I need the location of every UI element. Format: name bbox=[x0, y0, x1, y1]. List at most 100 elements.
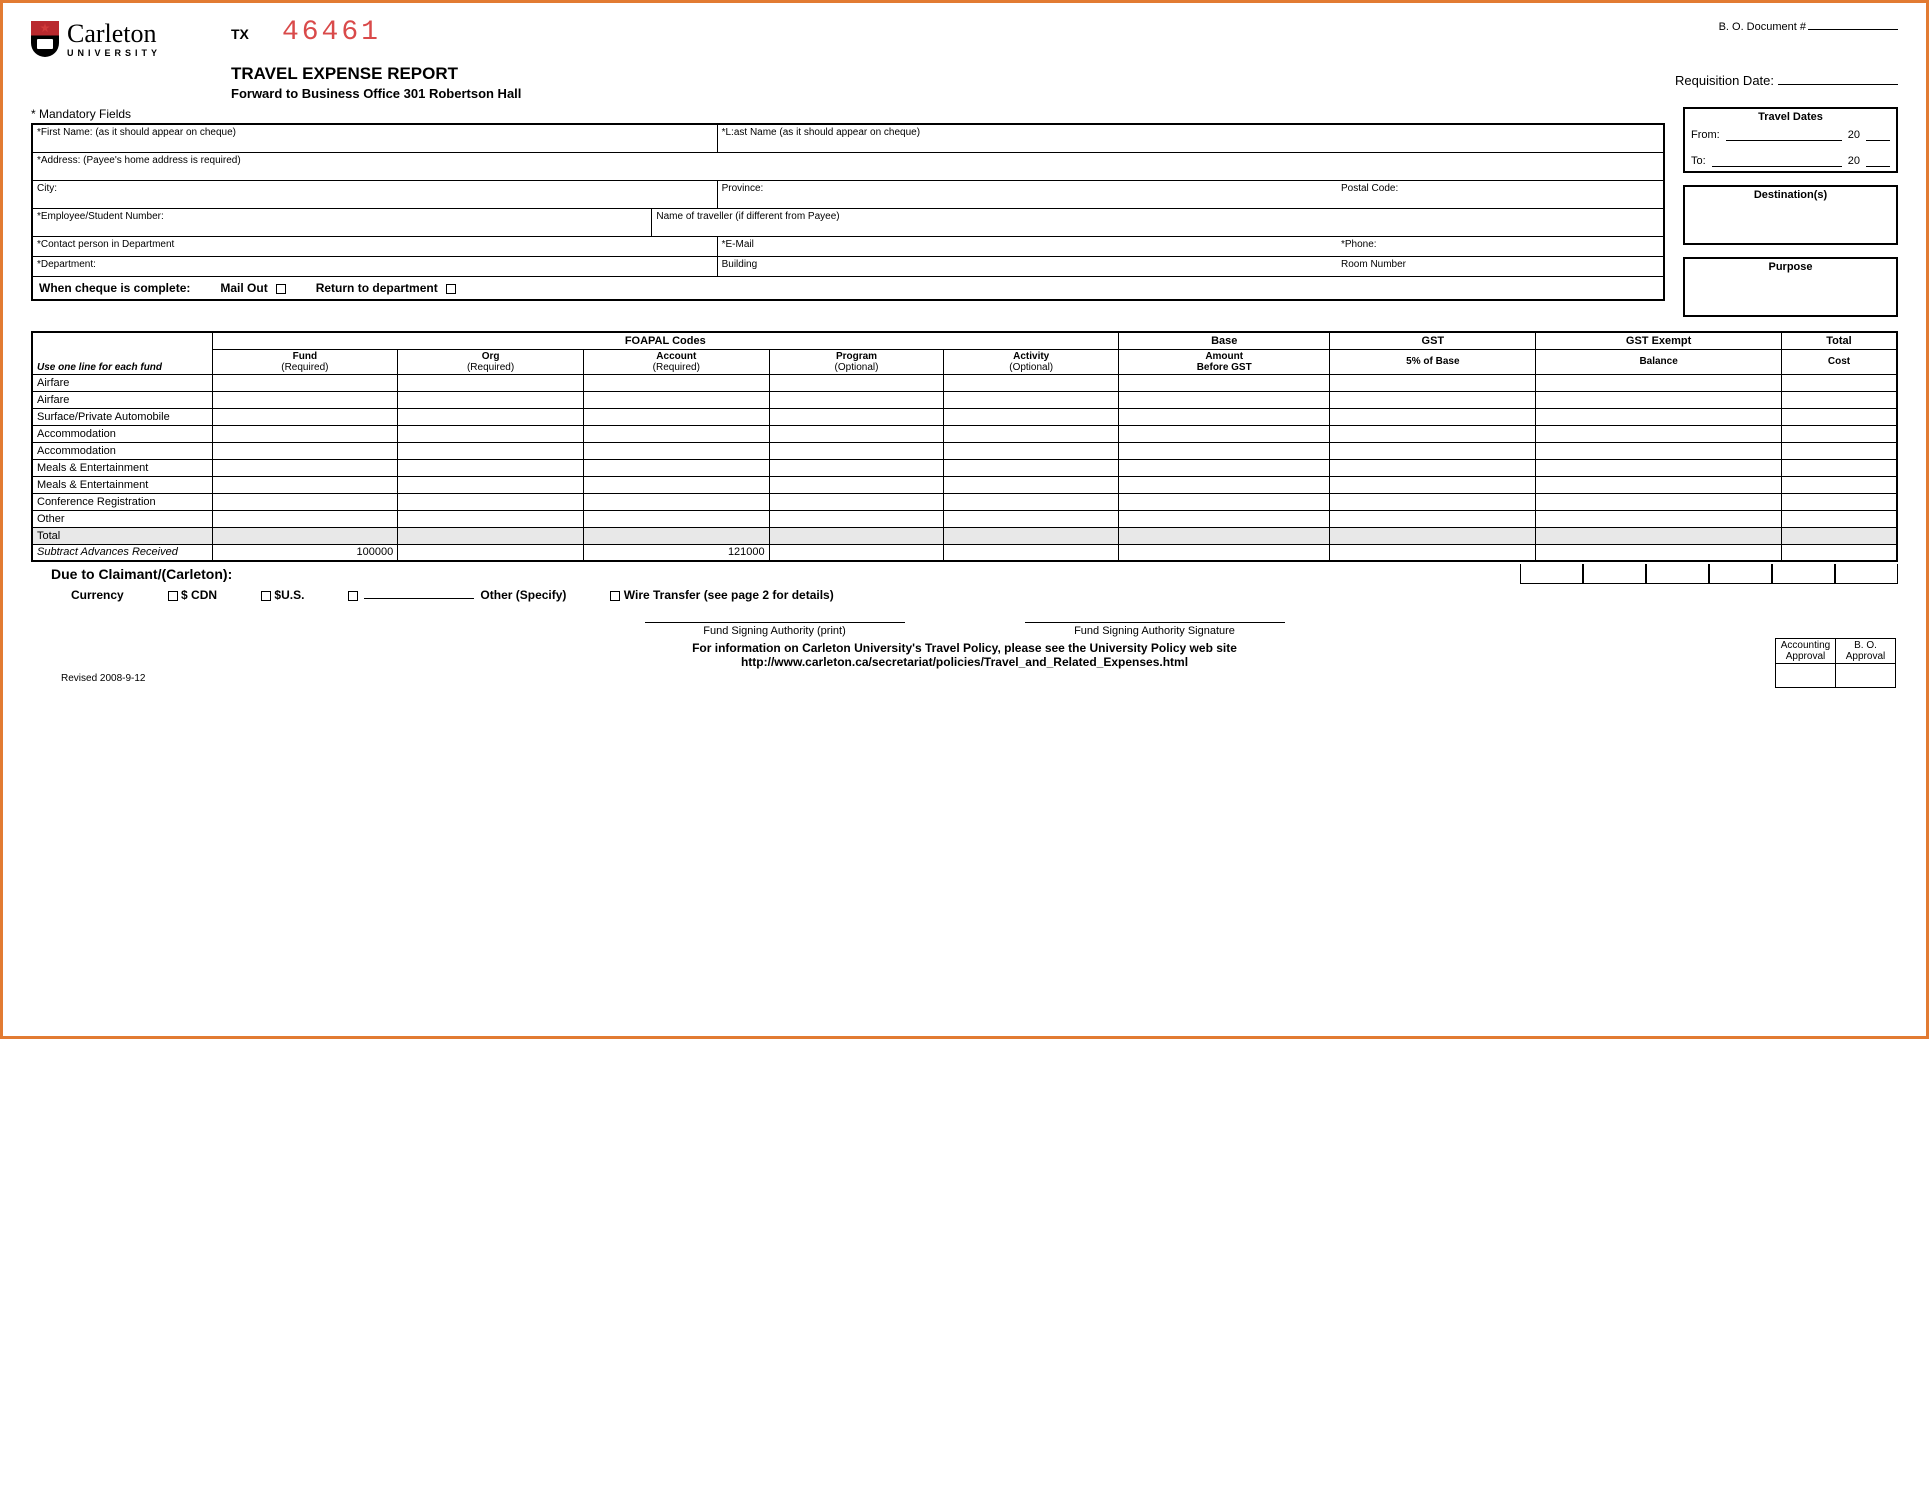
expense-cell[interactable] bbox=[1330, 510, 1536, 527]
expense-cell[interactable] bbox=[1536, 391, 1782, 408]
expense-cell[interactable] bbox=[1119, 425, 1330, 442]
bo-doc-line[interactable] bbox=[1808, 29, 1898, 30]
address-label[interactable]: *Address: (Payee's home address is requi… bbox=[33, 153, 1663, 180]
expense-cell[interactable] bbox=[944, 442, 1119, 459]
expense-cell[interactable] bbox=[212, 476, 398, 493]
expense-cell[interactable] bbox=[212, 459, 398, 476]
expense-cell[interactable] bbox=[944, 510, 1119, 527]
expense-cell[interactable] bbox=[583, 493, 769, 510]
expense-cell[interactable] bbox=[212, 510, 398, 527]
expense-cell[interactable] bbox=[398, 493, 584, 510]
expense-cell[interactable] bbox=[1119, 442, 1330, 459]
expense-cell[interactable] bbox=[398, 408, 584, 425]
expense-cell[interactable] bbox=[944, 408, 1119, 425]
expense-cell[interactable] bbox=[1330, 442, 1536, 459]
expense-cell[interactable] bbox=[1781, 374, 1897, 391]
destinations-box[interactable]: Destination(s) bbox=[1683, 185, 1898, 245]
expense-cell[interactable] bbox=[769, 408, 944, 425]
expense-cell[interactable] bbox=[1330, 374, 1536, 391]
expense-cell[interactable] bbox=[1330, 425, 1536, 442]
expense-cell[interactable] bbox=[1119, 374, 1330, 391]
us-checkbox[interactable] bbox=[261, 591, 271, 601]
expense-cell[interactable] bbox=[1119, 391, 1330, 408]
expense-cell[interactable] bbox=[1330, 391, 1536, 408]
expense-cell[interactable] bbox=[944, 476, 1119, 493]
mail-out-checkbox[interactable] bbox=[276, 284, 286, 294]
expense-cell[interactable] bbox=[1781, 476, 1897, 493]
expense-cell[interactable] bbox=[1781, 493, 1897, 510]
expense-cell[interactable] bbox=[583, 510, 769, 527]
cdn-checkbox[interactable] bbox=[168, 591, 178, 601]
expense-cell[interactable] bbox=[1781, 425, 1897, 442]
dept-label[interactable]: *Department: bbox=[33, 257, 718, 276]
expense-cell[interactable] bbox=[769, 425, 944, 442]
expense-cell[interactable] bbox=[212, 374, 398, 391]
expense-cell[interactable] bbox=[1536, 374, 1782, 391]
expense-cell[interactable] bbox=[769, 374, 944, 391]
emp-num-label[interactable]: *Employee/Student Number: bbox=[33, 209, 652, 236]
expense-cell[interactable] bbox=[1119, 510, 1330, 527]
expense-cell[interactable] bbox=[212, 391, 398, 408]
expense-cell[interactable] bbox=[1119, 459, 1330, 476]
expense-cell[interactable] bbox=[1330, 459, 1536, 476]
expense-cell[interactable] bbox=[1536, 425, 1782, 442]
expense-cell[interactable] bbox=[1536, 459, 1782, 476]
bo-approval-cell[interactable] bbox=[1836, 664, 1896, 688]
expense-cell[interactable] bbox=[583, 425, 769, 442]
expense-cell[interactable] bbox=[1781, 408, 1897, 425]
expense-cell[interactable] bbox=[944, 425, 1119, 442]
traveller-label[interactable]: Name of traveller (if different from Pay… bbox=[652, 209, 1663, 236]
expense-cell[interactable] bbox=[583, 374, 769, 391]
expense-cell[interactable] bbox=[769, 459, 944, 476]
expense-cell[interactable] bbox=[1536, 442, 1782, 459]
expense-cell[interactable] bbox=[1536, 476, 1782, 493]
expense-cell[interactable] bbox=[398, 510, 584, 527]
province-label[interactable]: Province: bbox=[718, 181, 1337, 208]
expense-cell[interactable] bbox=[769, 442, 944, 459]
expense-cell[interactable] bbox=[1330, 493, 1536, 510]
other-checkbox[interactable] bbox=[348, 591, 358, 601]
purpose-box[interactable]: Purpose bbox=[1683, 257, 1898, 317]
expense-cell[interactable] bbox=[1536, 493, 1782, 510]
expense-cell[interactable] bbox=[1119, 476, 1330, 493]
expense-cell[interactable] bbox=[583, 476, 769, 493]
expense-cell[interactable] bbox=[212, 442, 398, 459]
wire-checkbox[interactable] bbox=[610, 591, 620, 601]
from-yr-line[interactable] bbox=[1866, 129, 1890, 141]
other-line[interactable] bbox=[364, 589, 474, 599]
expense-cell[interactable] bbox=[1781, 442, 1897, 459]
to-yr-line[interactable] bbox=[1866, 155, 1890, 167]
expense-cell[interactable] bbox=[1119, 493, 1330, 510]
expense-cell[interactable] bbox=[1781, 510, 1897, 527]
expense-cell[interactable] bbox=[1781, 459, 1897, 476]
expense-cell[interactable] bbox=[398, 374, 584, 391]
expense-cell[interactable] bbox=[398, 442, 584, 459]
first-name-label[interactable]: *First Name: (as it should appear on che… bbox=[33, 125, 718, 152]
expense-cell[interactable] bbox=[212, 425, 398, 442]
expense-cell[interactable] bbox=[212, 408, 398, 425]
expense-cell[interactable] bbox=[769, 476, 944, 493]
expense-cell[interactable] bbox=[583, 391, 769, 408]
expense-cell[interactable] bbox=[944, 374, 1119, 391]
expense-cell[interactable] bbox=[212, 493, 398, 510]
phone-label[interactable]: *Phone: bbox=[1337, 237, 1663, 256]
room-label[interactable]: Room Number bbox=[1337, 257, 1663, 276]
expense-cell[interactable] bbox=[944, 493, 1119, 510]
expense-cell[interactable] bbox=[1781, 391, 1897, 408]
expense-cell[interactable] bbox=[398, 391, 584, 408]
due-cells[interactable] bbox=[1520, 564, 1898, 584]
expense-cell[interactable] bbox=[1536, 510, 1782, 527]
expense-cell[interactable] bbox=[583, 442, 769, 459]
from-line[interactable] bbox=[1726, 129, 1842, 141]
expense-cell[interactable] bbox=[769, 510, 944, 527]
expense-cell[interactable] bbox=[769, 493, 944, 510]
return-checkbox[interactable] bbox=[446, 284, 456, 294]
to-line[interactable] bbox=[1712, 155, 1842, 167]
expense-cell[interactable] bbox=[398, 459, 584, 476]
city-label[interactable]: City: bbox=[33, 181, 718, 208]
expense-cell[interactable] bbox=[398, 476, 584, 493]
expense-cell[interactable] bbox=[583, 408, 769, 425]
expense-cell[interactable] bbox=[1330, 408, 1536, 425]
contact-label[interactable]: *Contact person in Department bbox=[33, 237, 718, 256]
email-label[interactable]: *E-Mail bbox=[718, 237, 1337, 256]
